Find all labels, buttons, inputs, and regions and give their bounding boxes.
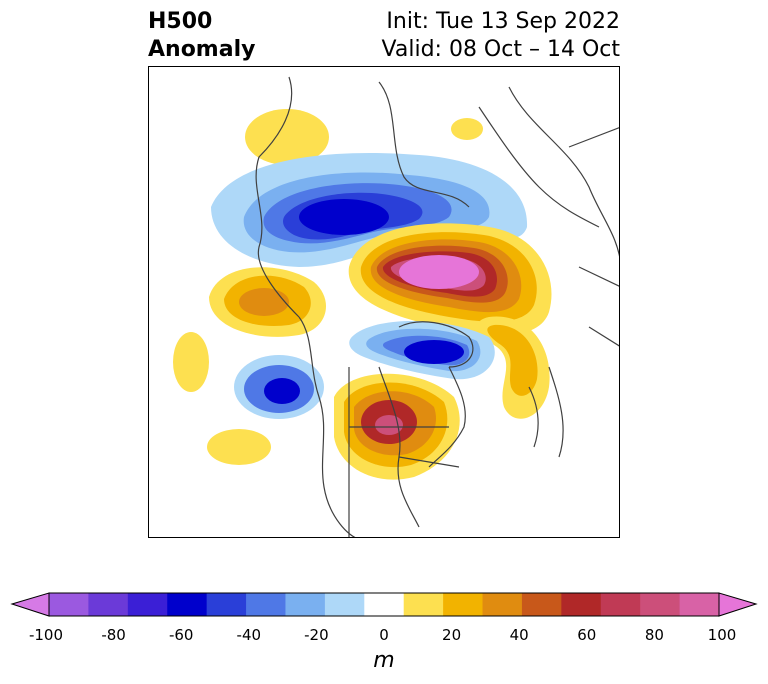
valid-date: Valid: 08 Oct – 14 Oct bbox=[381, 37, 620, 62]
anomaly-map bbox=[148, 66, 620, 538]
colorbar-cell bbox=[127, 593, 168, 616]
title-line-1: H500 bbox=[148, 9, 213, 34]
colorbar bbox=[10, 592, 758, 617]
colorbar-tick-label: 60 bbox=[577, 626, 597, 644]
colorbar-tick-label: -20 bbox=[304, 626, 329, 644]
colorbar-units: m bbox=[373, 648, 395, 673]
colorbar-cell bbox=[88, 593, 129, 616]
colorbar-cell bbox=[679, 593, 720, 616]
colorbar-tick-label: 80 bbox=[644, 626, 664, 644]
title-line-2: Anomaly bbox=[148, 37, 256, 62]
anomaly-pacific-trough bbox=[173, 332, 324, 465]
map-canvas bbox=[173, 76, 619, 537]
anomaly-europe-ridge bbox=[245, 109, 483, 165]
colorbar-extend-low bbox=[10, 592, 50, 617]
colorbar-tick-label: 100 bbox=[707, 626, 737, 644]
forecast-dates: Init: Tue 13 Sep 2022 Valid: 08 Oct – 14… bbox=[382, 8, 620, 64]
anomaly-atlantic-ridge bbox=[209, 267, 326, 337]
colorbar-tick-label: -60 bbox=[168, 626, 194, 644]
anomaly-northern-trough bbox=[211, 152, 528, 267]
colorbar-cell bbox=[600, 593, 641, 616]
colorbar-cell bbox=[206, 593, 247, 616]
colorbar-cell bbox=[167, 593, 208, 616]
colorbar-cell bbox=[482, 593, 523, 616]
map-title: H500 Anomaly bbox=[148, 8, 255, 64]
colorbar-tick-label: 40 bbox=[509, 626, 529, 644]
colorbar-outline bbox=[48, 592, 720, 617]
colorbar-cell bbox=[364, 593, 405, 616]
colorbar-tick-label: -80 bbox=[101, 626, 126, 644]
colorbar-cell bbox=[561, 593, 602, 616]
colorbar-cell bbox=[49, 593, 89, 616]
colorbar-tick-label: -100 bbox=[28, 626, 64, 644]
colorbar-cell bbox=[443, 593, 484, 616]
colorbar-tick-label: -40 bbox=[236, 626, 262, 644]
colorbar-cell bbox=[403, 593, 444, 616]
colorbar-cell bbox=[246, 593, 286, 616]
colorbar-cell bbox=[521, 593, 562, 616]
colorbar-extend-high bbox=[718, 592, 758, 617]
colorbar-tick-label: 0 bbox=[379, 626, 389, 644]
anomaly-canada-trough bbox=[349, 320, 495, 380]
anomaly-arctic-ridge bbox=[348, 223, 552, 336]
colorbar-cell bbox=[285, 593, 326, 616]
colorbar-cell bbox=[640, 593, 681, 616]
coastlines bbox=[255, 76, 619, 537]
colorbar-cell bbox=[324, 593, 365, 616]
init-date: Init: Tue 13 Sep 2022 bbox=[386, 9, 620, 34]
colorbar-tick-label: 20 bbox=[442, 626, 462, 644]
